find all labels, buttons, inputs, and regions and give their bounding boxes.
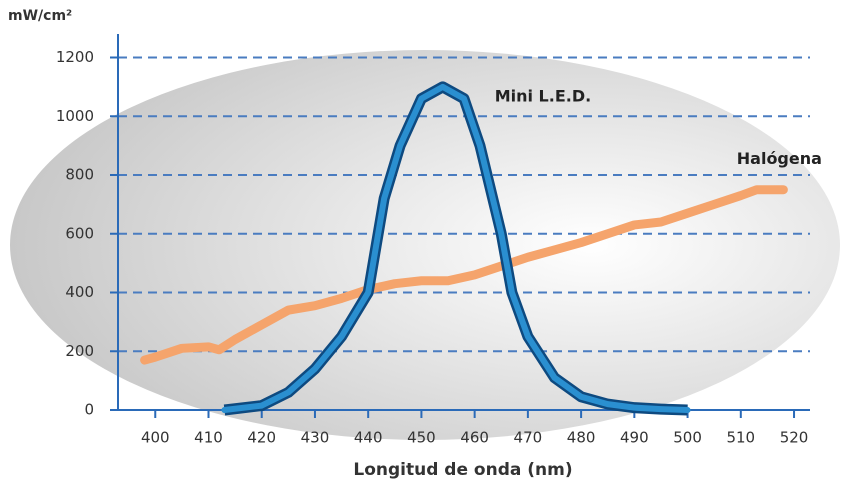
y-tick-label: 400 [65, 283, 94, 301]
x-tick-label: 460 [460, 429, 489, 447]
y-tick-label: 600 [65, 224, 94, 242]
x-tick-label: 510 [726, 429, 755, 447]
x-tick-label: 520 [780, 429, 809, 447]
grid: 0 200 400 600 800 1000 1200 400 410 420 430 440 450 4… [56, 34, 810, 447]
series-label: Mini L.E.D. [495, 86, 592, 105]
x-tick-label: 500 [673, 429, 702, 447]
series-line [140, 185, 788, 365]
y-tick-label: 800 [65, 166, 94, 184]
x-tick-label: 490 [620, 429, 649, 447]
x-axis-label: Longitud de onda (nm) [353, 460, 572, 480]
y-axis-label: mW/cm² [8, 8, 72, 24]
series-line [221, 83, 691, 413]
x-tick-label: 440 [354, 429, 383, 447]
x-tick-label: 420 [247, 429, 276, 447]
x-tick-label: 450 [407, 429, 436, 447]
x-tick-label: 470 [514, 429, 543, 447]
x-tick-label: 400 [141, 429, 170, 447]
y-tick-label: 1200 [56, 48, 94, 66]
x-tick-label: 480 [567, 429, 596, 447]
y-tick-label: 200 [65, 342, 94, 360]
y-tick-label: 1000 [56, 107, 94, 125]
x-tick-label: 410 [194, 429, 223, 447]
x-tick-label: 430 [301, 429, 330, 447]
background-ellipse [10, 50, 840, 440]
plot: Halógena Mini L.E.D. [140, 81, 822, 416]
y-tick-label: 0 [84, 401, 94, 419]
series-label: Halógena [737, 149, 822, 168]
